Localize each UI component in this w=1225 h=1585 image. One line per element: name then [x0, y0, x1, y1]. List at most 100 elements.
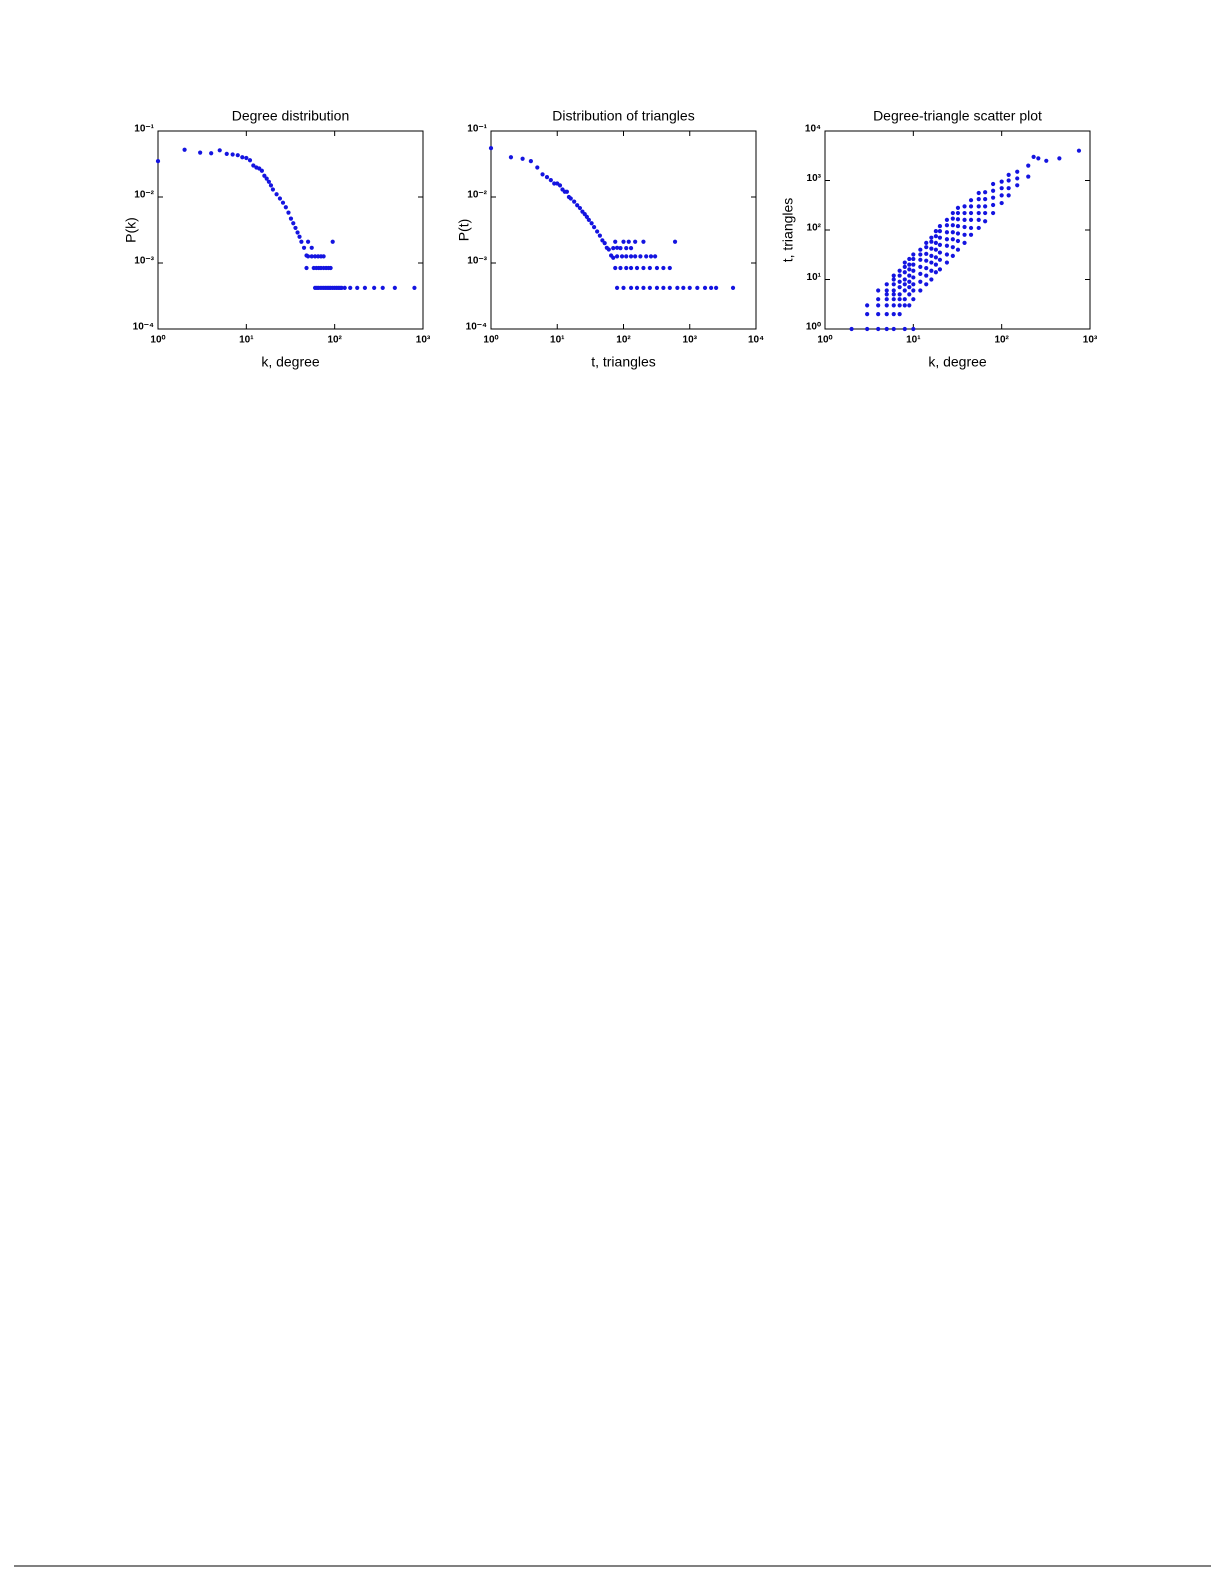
data-point: [614, 254, 620, 259]
data-point: [983, 210, 988, 216]
data-point: [730, 285, 736, 290]
data-point: [321, 254, 326, 259]
data-point: [991, 210, 996, 216]
data-point: [611, 255, 616, 260]
data-point: [508, 155, 514, 160]
data-point: [595, 229, 600, 234]
data-point: [933, 247, 938, 252]
data-point: [575, 203, 580, 208]
data-point: [355, 285, 360, 290]
data-point: [944, 223, 950, 228]
y-tick-label: 10⁻²: [134, 190, 154, 201]
data-point: [929, 268, 934, 273]
data-point: [372, 285, 377, 290]
data-point: [634, 285, 640, 290]
data-point: [976, 190, 981, 196]
data-point: [240, 155, 245, 160]
data-point: [918, 257, 923, 262]
data-point: [209, 151, 214, 156]
data-point: [277, 196, 283, 201]
data-point: [911, 252, 916, 257]
data-point: [884, 326, 889, 332]
data-point: [1031, 154, 1036, 159]
data-point: [648, 254, 654, 259]
data-point: [339, 285, 344, 290]
data-point: [968, 217, 974, 222]
data-point: [902, 303, 907, 308]
y-tick-label: 10⁰: [806, 322, 821, 333]
data-point: [262, 173, 267, 178]
data-point: [897, 285, 902, 290]
data-point: [891, 297, 896, 302]
data-point: [624, 246, 629, 251]
data-point: [955, 217, 961, 222]
data-point: [602, 241, 607, 246]
x-axis-label: k, degree: [261, 354, 320, 370]
data-point: [918, 247, 923, 252]
data-point: [911, 275, 916, 280]
data-point: [592, 224, 597, 230]
data-point: [902, 277, 907, 282]
data-point: [309, 254, 314, 259]
data-point: [675, 285, 680, 290]
chart-panel: Degree-triangle scatter plot k, degree t, …: [780, 108, 1098, 370]
data-point: [708, 285, 714, 290]
data-point: [955, 210, 961, 216]
data-point: [983, 197, 988, 202]
data-point: [584, 214, 589, 219]
data-point: [235, 153, 240, 158]
data-point: [891, 282, 896, 287]
data-point: [962, 204, 967, 209]
data-point: [976, 197, 981, 202]
data-point: [944, 237, 950, 242]
data-point: [618, 265, 623, 271]
y-axis-label: t, triangles: [780, 198, 796, 263]
data-point: [301, 245, 307, 250]
data-point: [907, 262, 912, 267]
data-point: [983, 204, 988, 209]
x-tick-label: 10⁰: [483, 335, 498, 346]
data-point: [626, 239, 631, 244]
data-point: [924, 282, 929, 287]
data-point: [328, 265, 333, 271]
data-point: [653, 254, 658, 259]
y-tick-label: 10⁻⁴: [133, 322, 154, 333]
data-point: [924, 240, 929, 245]
data-point: [695, 285, 700, 290]
data-point: [876, 297, 881, 302]
data-point: [897, 297, 902, 302]
data-point: [268, 183, 274, 188]
data-point: [299, 239, 304, 244]
y-tick-label: 10⁻⁴: [466, 322, 487, 333]
data-point: [911, 268, 916, 273]
x-tick-label: 10³: [683, 335, 698, 346]
data-point: [577, 205, 583, 211]
data-point: [288, 216, 294, 221]
data-point: [933, 255, 938, 260]
data-point: [613, 265, 618, 271]
data-point: [902, 260, 907, 265]
data-point: [681, 285, 686, 290]
data-point: [614, 285, 620, 290]
data-point: [348, 285, 353, 290]
data-point: [891, 292, 896, 297]
data-point: [1044, 158, 1049, 163]
data-point: [884, 292, 889, 297]
data-point: [672, 239, 678, 244]
data-point: [962, 224, 967, 230]
data-point: [950, 230, 955, 235]
x-axis-label: t, triangles: [591, 354, 656, 370]
data-point: [962, 210, 967, 216]
data-point: [865, 326, 870, 332]
data-point: [897, 292, 902, 297]
data-point: [937, 235, 943, 240]
data-point: [312, 254, 318, 259]
data-point: [983, 219, 988, 224]
data-point: [597, 233, 602, 238]
data-point: [929, 260, 934, 265]
data-point: [929, 246, 934, 251]
x-tick-label: 10¹: [550, 335, 565, 346]
x-tick-label: 10²: [327, 335, 342, 346]
data-point: [198, 150, 203, 155]
data-point: [884, 288, 889, 293]
